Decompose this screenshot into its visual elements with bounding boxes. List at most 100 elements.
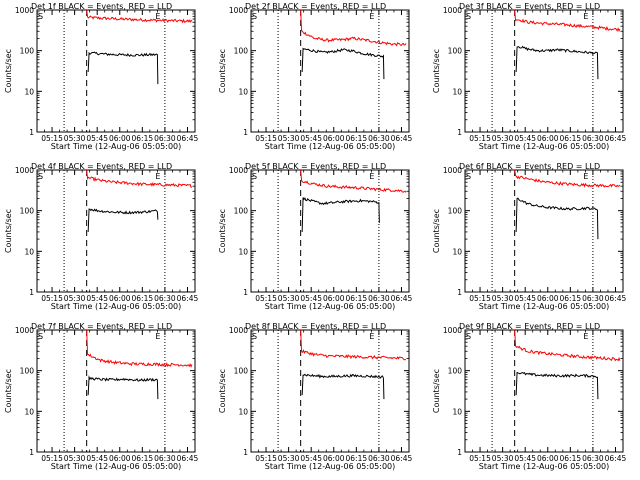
- y-tick-label: 1: [457, 448, 462, 457]
- marker-e: E: [369, 172, 374, 181]
- panel-title: Det 9f BLACK = Events, RED = LLD: [459, 322, 600, 331]
- y-tick-label: 1000: [229, 326, 248, 335]
- y-tick-label: 100: [234, 207, 249, 216]
- marker-e: E: [155, 12, 160, 21]
- y-tick-label: 1000: [15, 6, 34, 15]
- x-tick-label: 06:15: [560, 454, 582, 463]
- y-axis-label: Counts/sec: [218, 49, 227, 93]
- marker-s: S: [38, 12, 43, 21]
- marker-s: S: [466, 332, 471, 341]
- x-tick-label: 06:45: [391, 294, 413, 303]
- x-tick-label: 06:45: [605, 134, 627, 143]
- series-line-events: [515, 197, 599, 240]
- panel-title: Det 3f BLACK = Events, RED = LLD: [459, 2, 600, 11]
- x-tick-label: 05:30: [278, 294, 300, 303]
- x-tick-label: 06:45: [605, 454, 627, 463]
- y-axis-label: Counts/sec: [432, 49, 441, 93]
- x-tick-label: 05:30: [64, 294, 86, 303]
- y-tick-label: 1000: [15, 166, 34, 175]
- plot-frame: [464, 329, 624, 453]
- x-tick-label: 06:45: [177, 454, 199, 463]
- plot-frame: [250, 169, 410, 293]
- panel-det-6: Det 6f BLACK = Events, RED = LLD 1 10 100 10…: [432, 162, 627, 311]
- x-tick-label: 06:45: [177, 134, 199, 143]
- y-tick-label: 100: [448, 47, 463, 56]
- marker-e: E: [583, 332, 588, 341]
- y-tick-label: 1: [457, 288, 462, 297]
- series-line-lld: [300, 169, 407, 193]
- marker-s: S: [38, 332, 43, 341]
- y-tick-label: 100: [20, 47, 35, 56]
- x-axis-label: Start Time (12-Aug-06 05:05:00): [265, 142, 396, 151]
- y-axis-label: Counts/sec: [218, 369, 227, 413]
- y-tick-label: 1: [243, 288, 248, 297]
- y-tick-label: 10: [452, 407, 462, 416]
- plot-frame: [36, 9, 196, 133]
- x-axis-label: Start Time (12-Aug-06 05:05:00): [51, 302, 182, 311]
- x-tick-label: 05:15: [41, 294, 63, 303]
- x-tick-label: 06:00: [109, 454, 131, 463]
- x-tick-label: 05:30: [278, 134, 300, 143]
- y-tick-label: 1000: [229, 166, 248, 175]
- panel-det-9: Det 9f BLACK = Events, RED = LLD 1 10 100 10…: [432, 322, 627, 471]
- x-tick-label: 06:15: [560, 294, 582, 303]
- x-tick-label: 05:30: [64, 134, 86, 143]
- plot-frame: [250, 329, 410, 453]
- y-tick-label: 1: [29, 448, 34, 457]
- panel-title: Det 4f BLACK = Events, RED = LLD: [31, 162, 172, 171]
- y-tick-label: 10: [452, 247, 462, 256]
- x-tick-label: 06:30: [154, 294, 176, 303]
- x-tick-label: 06:15: [560, 134, 582, 143]
- x-tick-label: 06:00: [323, 294, 345, 303]
- marker-s: S: [38, 172, 43, 181]
- series-line-events: [515, 45, 599, 80]
- marker-s: S: [252, 12, 257, 21]
- x-tick-label: 06:00: [323, 454, 345, 463]
- y-tick-label: 1: [243, 128, 248, 137]
- x-tick-label: 05:15: [469, 454, 491, 463]
- x-tick-label: 05:45: [300, 454, 322, 463]
- series-line-events: [301, 197, 380, 232]
- x-tick-label: 06:15: [132, 134, 154, 143]
- panel-det-2: Det 2f BLACK = Events, RED = LLD 1 10 100 10…: [218, 2, 413, 151]
- series-line-lld: [86, 329, 193, 368]
- x-tick-label: 06:45: [177, 294, 199, 303]
- x-tick-label: 06:30: [582, 454, 604, 463]
- series-line-lld: [86, 9, 193, 24]
- x-tick-label: 06:15: [132, 454, 154, 463]
- x-tick-label: 06:00: [537, 294, 559, 303]
- x-tick-label: 05:15: [469, 134, 491, 143]
- x-tick-label: 05:45: [86, 294, 108, 303]
- x-tick-label: 05:15: [41, 134, 63, 143]
- x-axis-label: Start Time (12-Aug-06 05:05:00): [265, 462, 396, 471]
- series-line-events: [87, 51, 159, 85]
- x-tick-label: 05:45: [300, 294, 322, 303]
- y-tick-label: 1: [243, 448, 248, 457]
- series-line-events: [301, 373, 385, 400]
- x-tick-label: 05:15: [469, 294, 491, 303]
- y-tick-label: 100: [234, 367, 249, 376]
- y-tick-label: 1000: [443, 6, 462, 15]
- x-tick-label: 06:15: [346, 294, 368, 303]
- x-axis-label: Start Time (12-Aug-06 05:05:00): [51, 462, 182, 471]
- y-tick-label: 10: [452, 87, 462, 96]
- series-line-lld: [300, 329, 407, 361]
- x-tick-label: 06:00: [323, 134, 345, 143]
- plot-frame: [250, 9, 410, 133]
- series-line-events: [301, 47, 385, 80]
- panel-det-4: Det 4f BLACK = Events, RED = LLD 1 10 100 10…: [4, 162, 199, 311]
- series-line-events: [87, 375, 159, 400]
- y-tick-label: 10: [24, 407, 34, 416]
- y-tick-label: 10: [238, 247, 248, 256]
- x-tick-label: 06:00: [109, 134, 131, 143]
- series-line-lld: [300, 9, 407, 47]
- y-tick-label: 100: [234, 47, 249, 56]
- series-line-events: [87, 208, 159, 232]
- x-tick-label: 06:00: [109, 294, 131, 303]
- y-tick-label: 1000: [443, 166, 462, 175]
- panel-det-1: Det 1f BLACK = Events, RED = LLD 1 10 100 10…: [4, 2, 199, 151]
- panel-title: Det 6f BLACK = Events, RED = LLD: [459, 162, 600, 171]
- series-line-events: [515, 371, 599, 400]
- y-tick-label: 1: [29, 288, 34, 297]
- x-tick-label: 06:45: [391, 454, 413, 463]
